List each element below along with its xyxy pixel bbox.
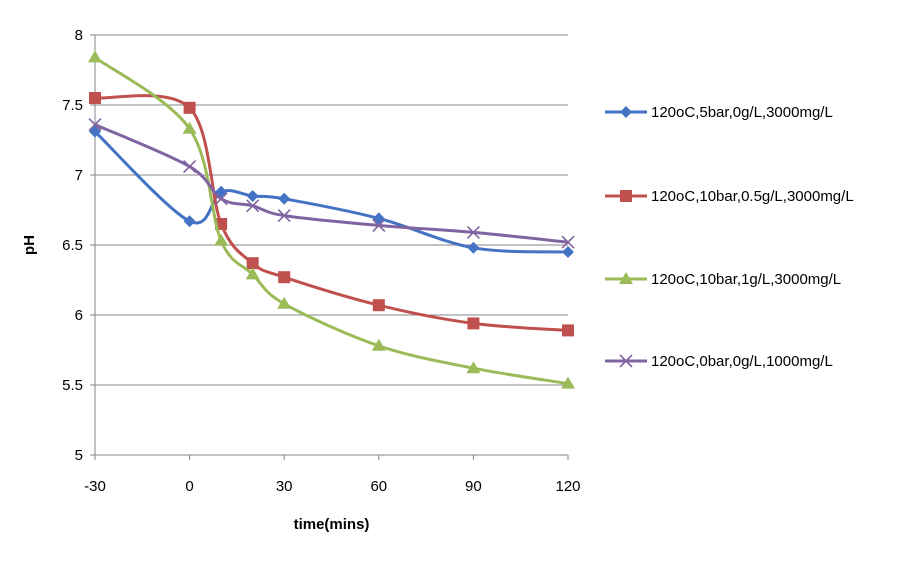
x-tick-label: 30	[276, 478, 293, 495]
x-tick-label: 90	[465, 478, 482, 495]
data-point	[371, 338, 386, 351]
data-point	[88, 50, 102, 63]
data-point	[278, 192, 291, 205]
legend-label: 120oC,10bar,1g/L,3000mg/L	[651, 271, 841, 288]
series-2	[89, 92, 574, 337]
series-3	[88, 50, 575, 389]
y-tick-label: 7.5	[62, 97, 83, 114]
legend-entry: 120oC,10bar,1g/L,3000mg/L	[605, 271, 841, 288]
series-lines	[88, 50, 575, 389]
legend-label: 120oC,0bar,0g/L,1000mg/L	[651, 353, 833, 370]
x-tick-label: 120	[555, 478, 580, 495]
series-line	[94, 94, 569, 332]
legend-swatch-marker	[619, 272, 633, 284]
data-point	[183, 160, 197, 174]
y-tick-label: 7	[75, 167, 83, 184]
data-point	[89, 92, 101, 104]
x-axis-label: time(mins)	[294, 516, 370, 533]
y-tick-label: 6.5	[62, 237, 83, 254]
data-point	[467, 241, 480, 254]
data-point	[277, 296, 292, 309]
data-point	[372, 299, 385, 312]
data-point	[88, 118, 102, 132]
y-tick-label: 6	[75, 307, 83, 324]
y-tick-labels: 5 5.5 6 6.5 7 7.5 8	[62, 27, 83, 464]
x-tick-labels: -30 0 30 60 90 120	[84, 478, 580, 495]
y-tick-label: 5.5	[62, 377, 83, 394]
data-point	[372, 218, 386, 232]
x-tick-label: 0	[185, 478, 193, 495]
data-point	[183, 101, 196, 114]
data-point	[466, 361, 481, 374]
series-1	[89, 125, 574, 258]
data-point	[183, 215, 196, 228]
data-point	[466, 225, 480, 239]
data-point	[214, 233, 229, 246]
legend-label: 120oC,5bar,0g/L,3000mg/L	[651, 104, 833, 121]
data-point	[562, 246, 574, 258]
data-point	[278, 271, 291, 284]
legend-entry: 120oC,0bar,0g/L,1000mg/L	[605, 353, 833, 370]
legend-label: 120oC,10bar,0.5g/L,3000mg/L	[651, 188, 854, 205]
gridlines	[95, 34, 568, 456]
legend: 120oC,5bar,0g/L,3000mg/L 120oC,10bar,0.5g…	[605, 104, 854, 370]
legend-entry: 120oC,10bar,0.5g/L,3000mg/L	[605, 188, 854, 205]
data-point	[372, 212, 385, 225]
data-point	[246, 257, 259, 270]
legend-entry: 120oC,5bar,0g/L,3000mg/L	[605, 104, 833, 121]
data-point	[245, 267, 260, 280]
legend-swatch-marker	[619, 354, 633, 368]
data-point	[246, 190, 259, 202]
data-point	[561, 235, 575, 249]
data-point	[182, 121, 197, 134]
legend-swatch-marker	[620, 190, 632, 202]
x-tick-label: -30	[84, 478, 106, 495]
series-4	[88, 118, 575, 249]
data-point	[277, 209, 291, 223]
data-point	[214, 192, 228, 206]
axes	[90, 34, 569, 460]
y-tick-label: 5	[75, 447, 83, 464]
y-axis-label: pH	[21, 235, 38, 255]
data-point	[561, 376, 575, 389]
legend-swatch-marker	[620, 106, 632, 118]
x-tick-label: 60	[370, 478, 387, 495]
data-point	[246, 199, 260, 213]
data-point	[562, 324, 574, 337]
series-line	[94, 123, 569, 244]
data-point	[467, 317, 480, 330]
y-tick-label: 8	[75, 27, 83, 44]
